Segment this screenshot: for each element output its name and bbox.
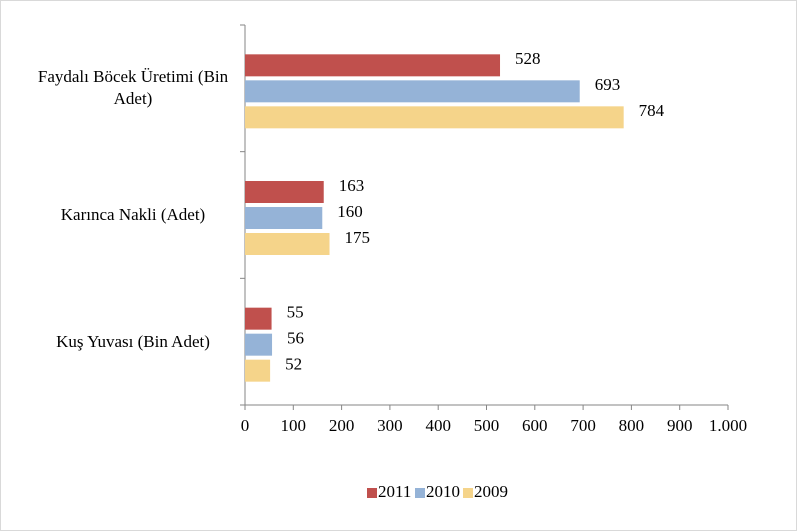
x-tick-label: 300	[377, 416, 403, 435]
legend-label: 2011	[378, 482, 411, 501]
x-tick-label: 0	[241, 416, 250, 435]
x-tick-label: 600	[522, 416, 548, 435]
bar	[245, 54, 501, 77]
x-tick-label: 500	[474, 416, 500, 435]
x-tick-label: 1.000	[709, 416, 747, 435]
data-label: 55	[287, 303, 304, 322]
data-label: 784	[639, 101, 665, 120]
legend-swatch	[367, 488, 377, 498]
legend-swatch	[463, 488, 473, 498]
bar	[245, 207, 323, 229]
data-label: 163	[339, 176, 365, 195]
x-tick-label: 200	[329, 416, 355, 435]
data-label: 56	[287, 329, 304, 348]
bar	[245, 307, 272, 330]
x-tick-label: 400	[425, 416, 451, 435]
bar	[245, 80, 580, 103]
category-label: Kuş Yuvası (Bin Adet)	[56, 331, 210, 351]
data-label: 528	[515, 49, 541, 68]
category-label: Karınca Nakli (Adet)	[60, 204, 206, 224]
x-tick-label: 800	[619, 416, 645, 435]
bar	[245, 333, 273, 356]
data-label: 175	[345, 228, 371, 247]
data-label: 693	[595, 75, 621, 94]
data-label: 52	[285, 355, 302, 374]
legend-label: 2010	[426, 482, 460, 501]
x-tick-label: 900	[667, 416, 693, 435]
bar	[245, 359, 271, 382]
bar	[245, 181, 324, 203]
x-tick-label: 100	[281, 416, 307, 435]
bar	[245, 106, 624, 129]
bar	[245, 233, 330, 255]
x-tick-label: 700	[570, 416, 596, 435]
legend-label: 2009	[474, 482, 508, 501]
category-label: Faydalı Böcek Üretimi (Bin Adet)	[37, 67, 229, 109]
data-label: 160	[337, 202, 363, 221]
legend-swatch	[415, 488, 425, 498]
